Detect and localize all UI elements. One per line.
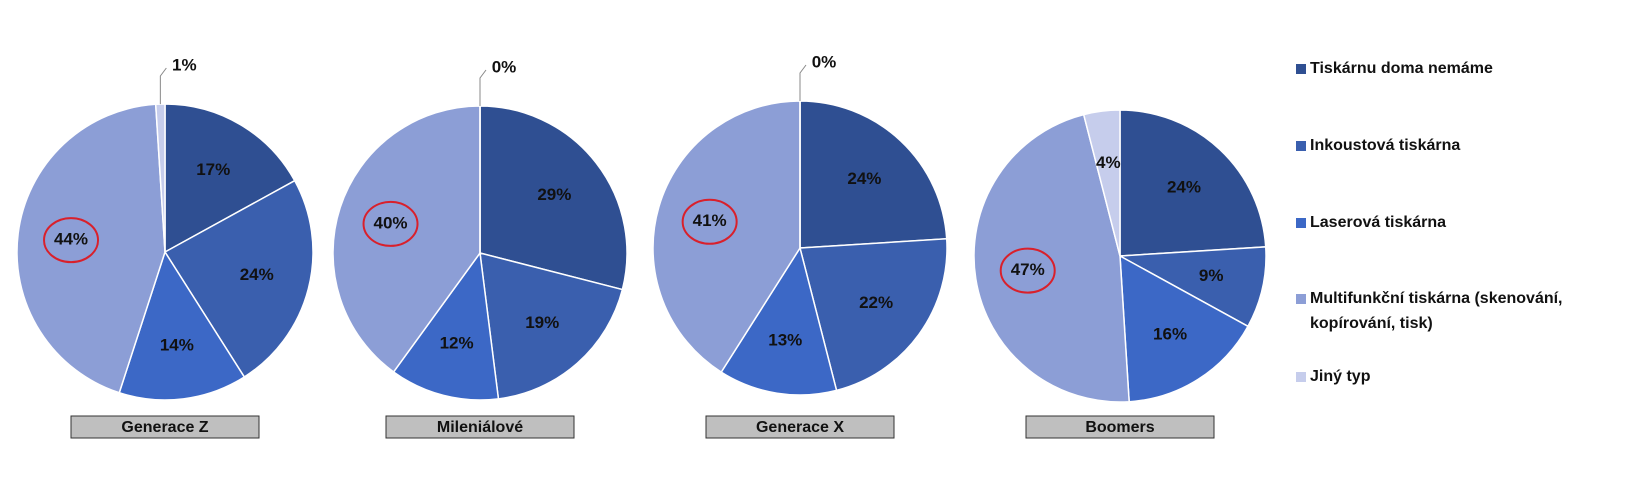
value-label: 16% <box>1153 324 1187 343</box>
pie-slice <box>1117 246 1267 328</box>
pie-slice <box>392 251 500 401</box>
legend-swatch <box>1296 294 1306 304</box>
pie-slice <box>1119 254 1249 403</box>
pie-label-box <box>385 415 575 439</box>
value-label: 0% <box>492 57 517 76</box>
legend-item: Jiný typ <box>1296 364 1626 389</box>
pie-label-box <box>705 415 895 439</box>
pie-label-box <box>1025 415 1215 439</box>
value-label: 40% <box>374 213 408 232</box>
leader-line <box>479 69 487 106</box>
value-label: 0% <box>812 52 837 71</box>
legend-item: Multifunkční tiskárna (skenování, kopíro… <box>1296 286 1626 336</box>
legend-label: Multifunkční tiskárna (skenování, kopíro… <box>1310 290 1563 332</box>
legend-label: Tiskárnu doma nemáme <box>1310 60 1493 77</box>
value-label: 12% <box>440 334 474 353</box>
pie-slice <box>1119 109 1267 257</box>
pie-slice <box>118 250 246 401</box>
pie-slice <box>799 100 948 249</box>
legend-swatch <box>1296 141 1306 151</box>
value-label: 4% <box>1096 153 1121 172</box>
value-label: 19% <box>525 313 559 332</box>
pie-label-box <box>70 415 260 439</box>
leader-line <box>159 67 167 105</box>
pie-slice <box>479 105 628 291</box>
pie-slice <box>163 179 314 378</box>
value-label: 44% <box>54 230 88 249</box>
pie-label: Boomers <box>1085 419 1154 436</box>
pie-slice <box>164 103 296 254</box>
legend-label: Laserová tiskárna <box>1310 214 1447 231</box>
value-label: 47% <box>1011 260 1045 279</box>
value-label: 41% <box>693 211 727 230</box>
legend-item: Tiskárnu doma nemáme <box>1296 56 1626 81</box>
pie-slice <box>1082 109 1121 257</box>
value-label: 22% <box>859 293 893 312</box>
pie-label: Mileniálové <box>437 419 523 436</box>
value-label: 17% <box>196 160 230 179</box>
legend-label: Inkoustová tiskárna <box>1310 137 1461 154</box>
value-label: 29% <box>537 185 571 204</box>
value-label: 14% <box>160 335 194 354</box>
legend-swatch <box>1296 372 1306 382</box>
highlight-circle <box>681 198 738 245</box>
highlight-circle <box>999 247 1056 294</box>
highlight-circle <box>362 200 419 247</box>
pie-label: Generace X <box>756 419 844 436</box>
value-label: 13% <box>768 330 802 349</box>
highlight-circle <box>43 217 100 264</box>
value-label: 24% <box>847 169 881 188</box>
value-label: 24% <box>1167 177 1201 196</box>
pie-slice <box>16 103 166 394</box>
leader-line <box>799 64 807 101</box>
value-label: 24% <box>240 265 274 284</box>
pie-slice <box>720 246 838 396</box>
pie-slice <box>652 100 801 374</box>
pie-label: Generace Z <box>121 419 208 436</box>
value-label: 9% <box>1199 266 1224 285</box>
pie-slice <box>332 105 481 373</box>
legend-label: Jiný typ <box>1310 368 1371 385</box>
value-label: 1% <box>172 55 197 74</box>
pie-slice <box>973 113 1130 403</box>
legend-swatch <box>1296 218 1306 228</box>
legend-swatch <box>1296 64 1306 74</box>
legend-item: Laserová tiskárna <box>1296 210 1626 235</box>
pie-slice <box>479 251 624 400</box>
legend-item: Inkoustová tiskárna <box>1296 133 1626 158</box>
pie-slice <box>799 237 948 392</box>
